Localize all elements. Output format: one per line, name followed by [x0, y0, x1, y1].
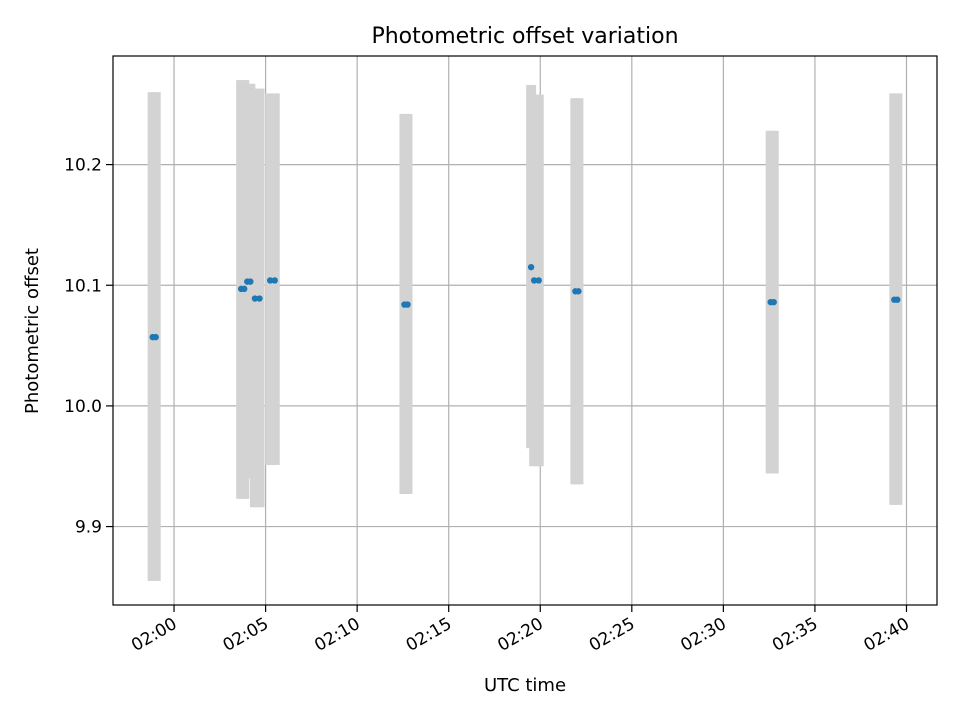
data-point: [251, 295, 259, 302]
data-point: [404, 301, 411, 308]
y-axis-ticks: 9.9 10.0 10.1 10.2: [64, 156, 113, 538]
data-point: [152, 333, 159, 341]
data-point: [530, 277, 538, 284]
y-tick-label: 10.1: [64, 276, 102, 296]
data-point: [256, 295, 263, 302]
chart-title: Photometric offset variation: [371, 24, 678, 49]
data-point: [241, 285, 248, 293]
data-point: [527, 263, 535, 271]
y-tick-label: 10.2: [64, 156, 102, 176]
x-axis-label: UTC time: [484, 675, 566, 696]
data-point: [247, 278, 254, 285]
plot-frame: [112, 55, 938, 606]
y-tick-label: 9.9: [75, 518, 102, 538]
data-point: [535, 277, 542, 284]
data-point: [266, 277, 274, 284]
data-point: [770, 298, 777, 306]
data-point: [575, 288, 582, 295]
data-point: [271, 277, 278, 284]
data-point-layer: [149, 263, 901, 341]
data-point: [894, 296, 901, 303]
y-tick-label: 10.0: [64, 397, 102, 417]
y-axis-label: Photometric offset: [22, 248, 43, 414]
